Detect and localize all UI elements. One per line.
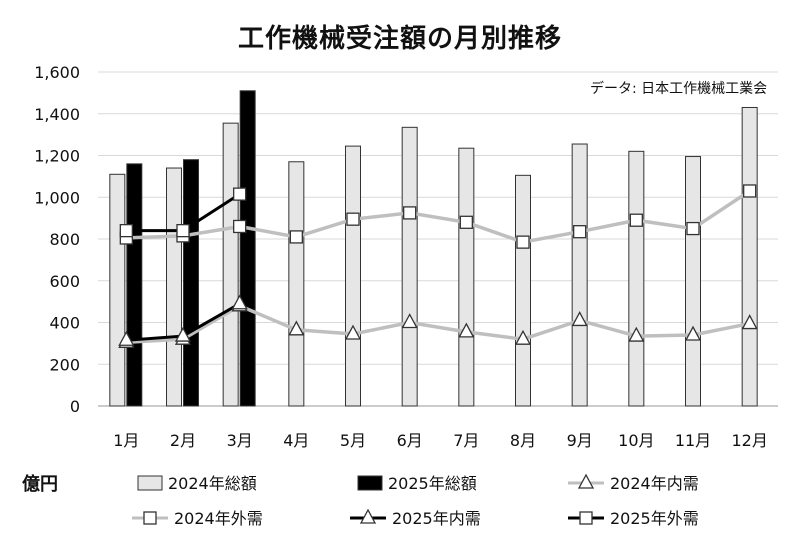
bar [571, 143, 588, 407]
data-point [514, 329, 532, 345]
x-tick-label: 2月 [170, 431, 196, 450]
data-point [119, 223, 133, 238]
data-point [516, 235, 530, 249]
bar [183, 159, 199, 407]
bar [685, 156, 701, 407]
y-tick-label: 0 [70, 397, 80, 416]
x-tick-label: 6月 [397, 431, 423, 450]
x-tick-label: 1月 [113, 431, 139, 450]
bar [401, 126, 418, 407]
bar [288, 161, 305, 407]
data-point [743, 184, 757, 198]
legend-label: 2024年総額 [168, 474, 257, 493]
legend-label: 2025年総額 [388, 474, 477, 493]
x-tick-label: 5月 [340, 431, 366, 450]
bar [126, 163, 143, 407]
series-line [126, 189, 751, 244]
y-tick-label: 200 [49, 355, 80, 374]
bar [458, 147, 475, 407]
data-point [684, 325, 702, 341]
data-point [176, 223, 190, 238]
data-point [344, 324, 362, 340]
series-line [126, 303, 751, 345]
data-point [628, 326, 645, 342]
y-tick-label: 600 [49, 272, 80, 291]
x-tick-label: 4月 [283, 431, 309, 450]
data-point [118, 330, 135, 346]
data-point [233, 219, 247, 234]
y-tick-label: 1,000 [34, 188, 80, 207]
legend-marker [577, 473, 595, 489]
x-tick-label: 11月 [675, 431, 711, 450]
legend-label: 2025年内需 [392, 509, 481, 528]
y-tick-label: 1,400 [34, 105, 80, 124]
data-point [403, 206, 417, 220]
legend-swatch [357, 475, 383, 491]
bar [515, 174, 531, 407]
data-point [346, 212, 360, 226]
y-tick-label: 400 [49, 314, 80, 333]
x-tick-label: 8月 [510, 431, 536, 450]
legend-label: 2025年外需 [610, 509, 699, 528]
data-point [233, 187, 247, 201]
data-point [231, 294, 248, 310]
bar [628, 150, 645, 407]
data-point [288, 320, 305, 336]
bar [741, 106, 758, 407]
y-tick-label: 1,200 [34, 147, 80, 166]
x-tick-label: 12月 [731, 431, 767, 450]
y-tick-label: 1,600 [34, 63, 80, 82]
data-point [741, 314, 758, 330]
legend-marker [143, 511, 157, 525]
data-point [459, 215, 473, 229]
source-note: データ: 日本工作機械工業会 [590, 81, 768, 97]
bar [109, 173, 126, 407]
bar [239, 90, 256, 407]
legend-marker [579, 511, 593, 525]
bar [345, 145, 361, 407]
data-point [686, 221, 700, 236]
x-tick-label: 10月 [618, 431, 654, 450]
x-tick-label: 3月 [227, 431, 253, 450]
data-point [174, 326, 192, 342]
bar [166, 167, 182, 407]
chart-title: 工作機械受注額の月別推移 [237, 24, 562, 54]
legend-label: 2024年外需 [174, 509, 263, 528]
x-tick-label: 9月 [567, 431, 593, 450]
data-point [289, 230, 303, 244]
data-point [571, 311, 588, 327]
data-point [629, 213, 643, 227]
x-tick-label: 7月 [453, 431, 479, 450]
legend-swatch [137, 475, 163, 491]
unit-label: 億円 [22, 473, 58, 495]
y-tick-label: 800 [49, 230, 80, 249]
data-point [458, 322, 475, 338]
bar [222, 122, 239, 407]
legend-marker [359, 508, 377, 524]
data-point [573, 225, 587, 239]
legend-label: 2024年内需 [610, 474, 699, 493]
data-point [401, 313, 418, 329]
